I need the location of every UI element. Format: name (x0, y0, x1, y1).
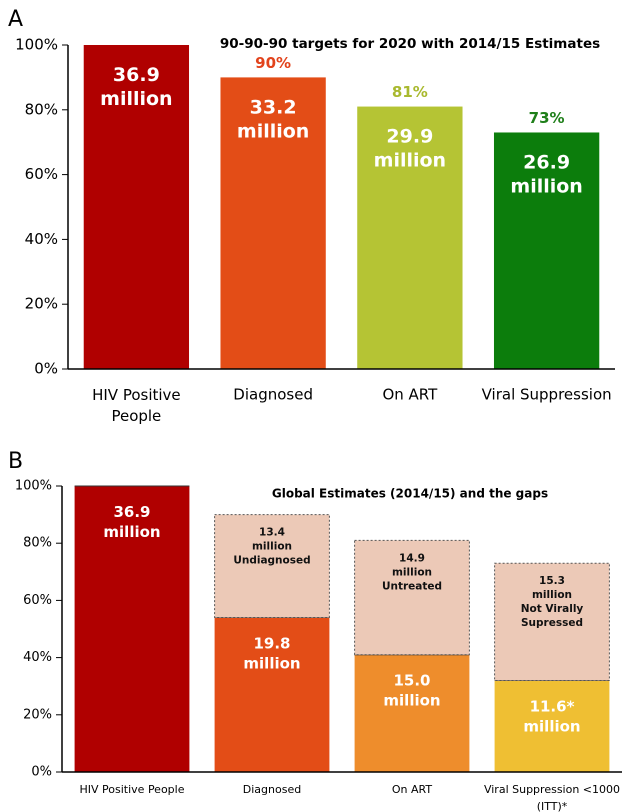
gap-label: 13.4 million Undiagnosed (233, 527, 310, 567)
x-tick-label-line: People (111, 407, 161, 425)
panel-label: B (8, 449, 23, 474)
y-tick-label: 80% (23, 536, 52, 551)
gap-label-line: million (252, 541, 292, 553)
bar-label-line: million (510, 175, 582, 197)
x-tick-label: On ART (382, 386, 438, 404)
gap-label-line: 14.9 (399, 552, 425, 564)
bar-label: 26.9 million (510, 151, 582, 197)
bar-label: 11.6* million (523, 697, 580, 735)
x-tick-label: On ART (392, 783, 432, 796)
x-tick-label: Viral Suppression (482, 386, 612, 404)
bar-label-line: million (383, 691, 440, 709)
gap-segment (494, 562, 610, 681)
gap-label-line: Undiagnosed (233, 555, 310, 567)
x-tick-label: Diagnosed (233, 386, 313, 404)
bar (74, 486, 190, 772)
bar (214, 617, 330, 772)
gap-label-line: Supressed (521, 617, 583, 629)
y-tick-label: 60% (23, 593, 52, 608)
y-tick-label: 20% (25, 295, 58, 313)
gap-label-line: 15.3 (539, 575, 565, 587)
bar-label-line: million (523, 717, 580, 735)
y-tick-label: 0% (34, 360, 58, 378)
gap-label-line: 13.4 (259, 527, 285, 539)
chart-title: 90-90-90 targets for 2020 with 2014/15 E… (220, 36, 600, 52)
bar (494, 680, 610, 772)
bar-label-line: 11.6* (530, 697, 575, 715)
x-tick-label: HIV Positive People (92, 386, 181, 425)
value-label: 81% (392, 83, 428, 101)
x-tick-label-line: HIV Positive (92, 386, 181, 404)
gap-label-line: million (532, 589, 572, 601)
gap-label-line: million (392, 566, 432, 578)
bar-label-line: 36.9 (113, 503, 150, 521)
bar-label-line: 15.0 (393, 671, 430, 689)
bar-label: 36.9 million (103, 503, 160, 541)
bar-label-line: 19.8 (253, 634, 290, 652)
gap-label-line: Untreated (382, 580, 442, 592)
x-tick-label-line: (ITT)* (537, 800, 568, 812)
bar-label: 33.2 million (237, 96, 309, 142)
gap-label-line: Not Virally (521, 603, 584, 615)
bar-label-line: million (243, 654, 300, 672)
gap-label: 15.3 million Not Virally Supressed (521, 575, 584, 629)
y-tick-label: 60% (25, 165, 58, 183)
gap-label: 14.9 million Untreated (382, 552, 442, 592)
bar-label: 15.0 million (383, 671, 440, 709)
x-tick-label-line: Viral Suppression <1000 (484, 783, 620, 796)
bar-label: 19.8 million (243, 634, 300, 672)
bar-label-line: million (374, 149, 446, 171)
y-tick-label: 0% (31, 765, 52, 780)
y-tick-label: 40% (23, 650, 52, 665)
bar-label-line: million (100, 88, 172, 110)
chart-title: Global Estimates (2014/15) and the gaps (272, 487, 548, 501)
bar (354, 654, 470, 772)
bar-label: 36.9 million (100, 64, 172, 110)
bar-label: 29.9 million (374, 125, 446, 171)
value-label: 73% (529, 109, 565, 127)
bar (220, 77, 326, 370)
y-tick-label: 100% (15, 36, 58, 54)
x-tick-label: Diagnosed (243, 783, 301, 796)
y-tick-label: 40% (25, 230, 58, 248)
bar-label-line: 29.9 (386, 125, 433, 147)
y-tick-label: 20% (23, 707, 52, 722)
x-tick-label: HIV Positive People (80, 783, 185, 796)
bar (493, 132, 600, 369)
gap-segment (214, 514, 330, 619)
gap-segment (354, 539, 470, 656)
bar-label-line: million (237, 120, 309, 142)
bar (357, 106, 463, 369)
value-label: 90% (255, 54, 291, 72)
y-tick-label: 100% (15, 479, 52, 494)
bar-label-line: 26.9 (523, 151, 570, 173)
bar-label-line: 33.2 (250, 96, 297, 118)
bar-label-line: 36.9 (113, 64, 160, 86)
x-tick-label: Viral Suppression <1000 (ITT)* (484, 783, 620, 812)
bar-label-line: million (103, 523, 160, 541)
bar (83, 45, 190, 369)
y-tick-label: 80% (25, 100, 58, 118)
panel-label: A (8, 7, 23, 32)
